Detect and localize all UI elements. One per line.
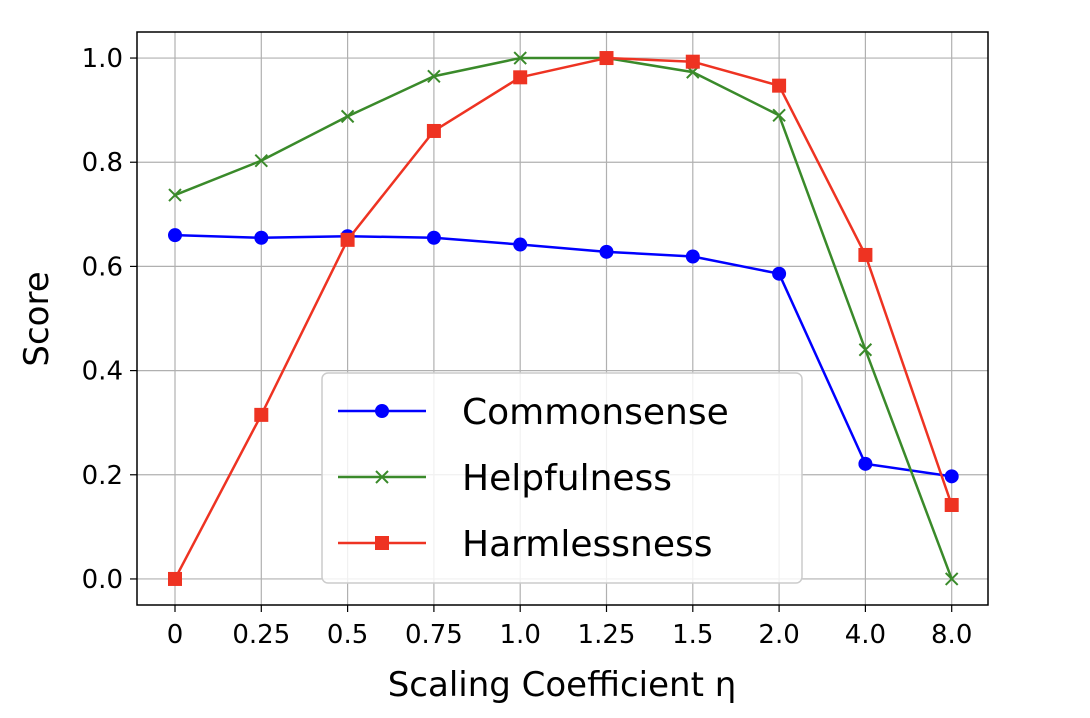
data-point xyxy=(513,51,527,65)
data-point xyxy=(772,266,787,281)
grid xyxy=(137,32,988,605)
marker-stroke xyxy=(513,51,527,65)
data-point xyxy=(858,343,873,357)
x-tick-label: 1.5 xyxy=(672,620,713,650)
marker-stroke xyxy=(858,343,873,357)
data-point xyxy=(254,153,269,168)
data-point xyxy=(254,407,269,422)
data-point xyxy=(513,237,528,252)
y-tick-label: 0.8 xyxy=(82,148,123,178)
data-point xyxy=(340,232,355,247)
data-point xyxy=(944,497,959,512)
marker-stroke xyxy=(427,69,441,83)
data-point xyxy=(685,249,700,264)
legend-label: Helpfulness xyxy=(462,458,672,499)
y-axis-label: Score xyxy=(17,271,57,366)
x-tick-label: 0.25 xyxy=(232,620,290,650)
legend-marker xyxy=(375,536,389,550)
data-point xyxy=(599,51,614,66)
series-line xyxy=(174,56,953,580)
legend-item-commonsense: Commonsense xyxy=(338,392,729,433)
data-point xyxy=(340,109,355,124)
data-point xyxy=(685,54,700,69)
x-tick-label: 4.0 xyxy=(845,620,886,650)
legend-label: Commonsense xyxy=(462,392,729,433)
y-tick-label: 0.0 xyxy=(82,565,123,595)
x-tick-label: 0.5 xyxy=(327,620,368,650)
x-tick-label: 2.0 xyxy=(758,620,799,650)
legend-item-helpfulness: Helpfulness xyxy=(338,458,672,499)
x-axis-label: Scaling Coefficient η xyxy=(388,665,737,705)
y-tick-label: 0.4 xyxy=(82,357,123,387)
y-tick-label: 1.0 xyxy=(82,44,123,74)
data-point xyxy=(426,230,441,245)
ticks: 0 0.25 0.5 0.75 1.0 1.25 1.5 2.0 4.0 8.0 0.0 0.2 0.4… xyxy=(82,44,973,650)
legend-marker xyxy=(375,470,389,484)
data-point xyxy=(254,230,269,245)
plot-frame xyxy=(136,31,989,606)
legend-box xyxy=(321,372,803,584)
series-line xyxy=(174,233,952,478)
series-layer xyxy=(168,51,959,586)
legend-marker xyxy=(375,404,389,418)
data-point xyxy=(599,244,614,259)
data-point xyxy=(168,571,182,586)
x-tick-label: 1.0 xyxy=(500,620,541,650)
marker-stroke xyxy=(340,109,355,124)
marker-stroke xyxy=(375,470,389,484)
marker-stroke xyxy=(944,572,959,586)
data-point xyxy=(772,78,787,93)
data-point xyxy=(858,247,873,262)
data-point xyxy=(168,188,182,202)
legend-item-harmlessness: Harmlessness xyxy=(338,524,713,565)
x-tick-label: 8.0 xyxy=(931,620,972,650)
y-tick-label: 0.6 xyxy=(82,252,123,282)
data-point xyxy=(858,456,873,471)
marker-stroke xyxy=(168,188,182,202)
data-point xyxy=(513,70,528,85)
marker-stroke xyxy=(772,108,786,123)
legend: Commonsense Helpfulness Harmlessness xyxy=(321,372,803,584)
marker-stroke xyxy=(254,153,269,168)
data-point xyxy=(427,69,441,83)
data-point xyxy=(168,228,182,243)
x-tick-label: 0.75 xyxy=(405,620,463,650)
series-line xyxy=(173,56,953,580)
data-point xyxy=(772,108,786,123)
data-point xyxy=(944,572,959,586)
series-harmlessness xyxy=(168,51,959,586)
data-point xyxy=(426,123,441,138)
x-tick-label: 1.25 xyxy=(578,620,636,650)
legend-label: Harmlessness xyxy=(462,524,713,565)
x-tick-label: 0 xyxy=(167,620,184,650)
y-tick-label: 0.2 xyxy=(82,461,123,491)
data-point xyxy=(944,469,959,484)
